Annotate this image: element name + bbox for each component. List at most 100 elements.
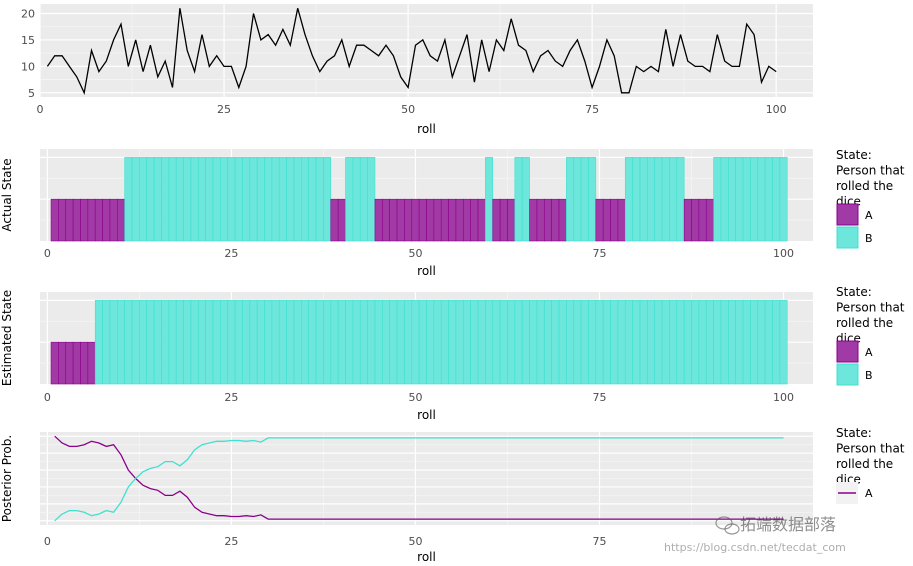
wechat-icon — [715, 516, 740, 535]
bar-state-b — [264, 157, 273, 242]
bar-state-a — [337, 198, 346, 242]
bar-state-b — [293, 157, 302, 242]
bar-state-b — [764, 300, 773, 385]
bar-state-a — [102, 198, 111, 242]
bar-state-a — [65, 341, 74, 385]
bar-state-b — [330, 300, 339, 385]
x-tick-label: 50 — [408, 247, 422, 260]
bar-state-b — [764, 157, 773, 242]
bar-state-a — [374, 198, 383, 242]
bar-state-b — [514, 157, 523, 242]
bar-state-b — [624, 300, 633, 385]
bar-state-a — [463, 198, 471, 242]
bar-state-b — [676, 300, 685, 385]
bar-state-b — [197, 300, 206, 385]
bar-state-b — [580, 300, 589, 385]
x-tick-label: 0 — [37, 103, 44, 116]
bar-state-b — [286, 157, 295, 242]
bar-state-b — [205, 300, 214, 385]
bar-state-b — [720, 300, 729, 385]
bar-state-b — [264, 300, 273, 385]
bar-state-a — [396, 198, 405, 242]
bar-state-b — [359, 300, 368, 385]
bar-state-b — [485, 157, 494, 242]
bar-state-b — [551, 300, 560, 385]
bar-state-a — [117, 198, 125, 242]
bar-state-a — [87, 341, 96, 385]
bar-state-b — [470, 300, 479, 385]
bar-state-b — [205, 157, 214, 242]
bar-state-a — [80, 198, 89, 242]
bar-state-b — [698, 300, 707, 385]
y-axis-title: Posterior Prob. — [0, 435, 14, 522]
bar-state-b — [772, 157, 781, 242]
bar-state-b — [337, 300, 346, 385]
bar-state-b — [153, 157, 162, 242]
x-tick-label: 75 — [593, 391, 607, 404]
x-tick-label: 25 — [224, 247, 238, 260]
x-tick-label: 25 — [224, 535, 238, 548]
x-tick-label: 75 — [585, 103, 599, 116]
bar-state-b — [175, 157, 184, 242]
legend-title-line: State: — [836, 426, 872, 440]
bar-state-b — [750, 157, 759, 242]
bar-state-b — [661, 300, 670, 385]
bar-state-a — [389, 198, 398, 242]
bar-state-b — [404, 300, 413, 385]
bar-state-a — [433, 198, 442, 242]
bar-state-b — [117, 300, 125, 385]
bar-state-a — [698, 198, 707, 242]
bar-state-a — [109, 198, 118, 242]
bar-state-b — [301, 300, 310, 385]
legend-label: B — [865, 232, 873, 245]
bar-state-b — [624, 157, 633, 242]
y-tick-label: 15 — [21, 34, 35, 47]
bar-state-a — [330, 198, 339, 242]
bar-state-b — [190, 300, 199, 385]
bar-state-b — [639, 157, 648, 242]
bar-state-a — [94, 198, 103, 242]
bar-state-b — [323, 300, 332, 385]
bar-state-b — [639, 300, 648, 385]
x-axis-title: roll — [417, 408, 436, 422]
bar-state-b — [271, 157, 280, 242]
bar-state-b — [588, 300, 597, 385]
legend-key-swatch — [836, 363, 859, 386]
bar-state-b — [448, 300, 457, 385]
bar-state-b — [102, 300, 111, 385]
x-axis-title: roll — [417, 550, 436, 564]
bar-state-b — [220, 300, 229, 385]
x-tick-label: 75 — [593, 247, 607, 260]
bar-state-b — [352, 157, 361, 242]
bar-state-a — [58, 341, 67, 385]
bar-state-b — [433, 300, 442, 385]
bar-state-b — [161, 300, 170, 385]
bar-state-a — [411, 198, 420, 242]
bar-state-a — [426, 198, 435, 242]
bar-state-b — [750, 300, 759, 385]
bar-state-b — [242, 300, 251, 385]
bar-state-b — [286, 300, 295, 385]
bar-state-b — [124, 300, 133, 385]
legend-key-swatch — [836, 203, 859, 226]
bar-state-b — [647, 157, 656, 242]
series-line — [46, 8, 777, 95]
bar-state-b — [463, 300, 471, 385]
bar-state-b — [323, 157, 332, 242]
bar-state-b — [485, 300, 494, 385]
bar-state-a — [382, 198, 390, 242]
bar-state-b — [396, 300, 405, 385]
bar-state-b — [249, 157, 258, 242]
bar-state-b — [227, 157, 236, 242]
legend-key-swatch — [836, 340, 859, 363]
bar-state-b — [691, 300, 700, 385]
bar-state-b — [234, 157, 243, 242]
bar-state-a — [404, 198, 413, 242]
bar-state-b — [595, 300, 604, 385]
bar-state-b — [742, 300, 751, 385]
bar-state-b — [617, 300, 626, 385]
bar-state-b — [411, 300, 420, 385]
